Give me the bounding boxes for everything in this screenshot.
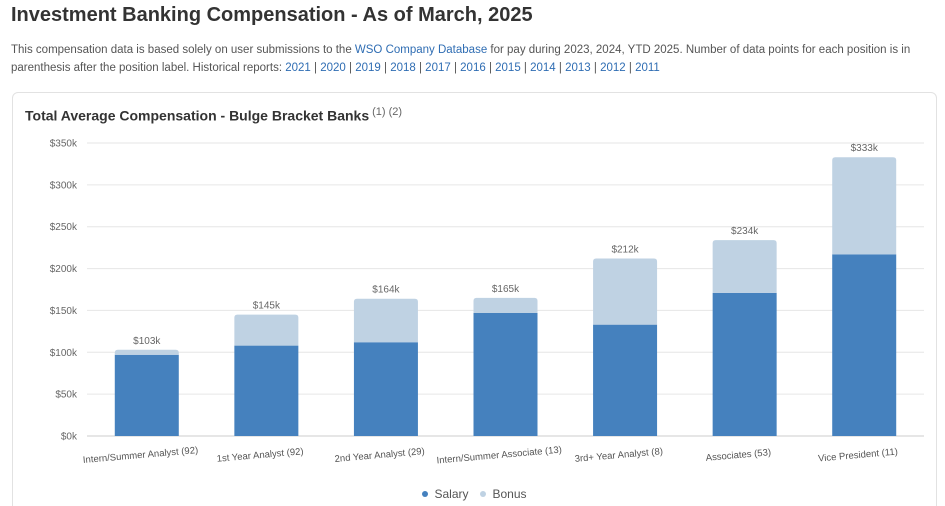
year-separator: | bbox=[345, 62, 356, 74]
description-text-end: for pay during 2023, 2024, YTD 2025. Num… bbox=[11, 44, 911, 74]
description: This compensation data is based solely o… bbox=[11, 41, 936, 77]
bar-total-label: $165k bbox=[492, 284, 520, 295]
y-tick-label: $250k bbox=[50, 222, 78, 233]
bar-total-label: $164k bbox=[372, 285, 400, 296]
x-category-label: 1st Year Analyst (92) bbox=[216, 446, 304, 465]
report-year-link-2018[interactable]: 2018 bbox=[390, 62, 416, 74]
year-separator: | bbox=[380, 62, 391, 74]
x-category-label: Intern/Summer Analyst (92) bbox=[82, 445, 198, 466]
year-separator: | bbox=[415, 62, 426, 74]
bar-salary-6 bbox=[712, 292, 777, 436]
bar-salary-1 bbox=[114, 354, 179, 436]
report-year-link-2013[interactable]: 2013 bbox=[565, 62, 591, 74]
report-year-link-2016[interactable]: 2016 bbox=[460, 62, 486, 74]
legend-label-salary: Salary bbox=[434, 487, 469, 501]
bar-salary-2 bbox=[234, 345, 299, 436]
bar-bonus-3 bbox=[353, 298, 418, 343]
legend-marker-bonus bbox=[480, 490, 487, 497]
x-category-label: Vice President (11) bbox=[818, 447, 899, 465]
bar-salary-3 bbox=[353, 342, 418, 436]
year-separator: | bbox=[520, 62, 531, 74]
year-separator: | bbox=[555, 62, 566, 74]
report-year-link-2014[interactable]: 2014 bbox=[530, 62, 556, 74]
x-category-label: 3rd+ Year Analyst (8) bbox=[574, 446, 663, 465]
bar-total-label: $103k bbox=[133, 336, 161, 347]
x-category-label: Intern/Summer Associate (13) bbox=[436, 445, 562, 467]
y-tick-label: $150k bbox=[50, 306, 78, 317]
y-tick-label: $0k bbox=[61, 432, 78, 443]
report-year-link-2012[interactable]: 2012 bbox=[600, 62, 626, 74]
legend-marker-salary bbox=[422, 490, 429, 497]
y-tick-label: $50k bbox=[55, 390, 78, 401]
bar-bonus-4 bbox=[473, 297, 538, 313]
legend-label-bonus: Bonus bbox=[492, 487, 527, 501]
report-year-link-2019[interactable]: 2019 bbox=[355, 62, 381, 74]
page-title: Investment Banking Compensation - As of … bbox=[11, 4, 533, 26]
y-tick-label: $350k bbox=[50, 139, 78, 150]
bar-bonus-5 bbox=[593, 258, 658, 325]
stacked-bar-chart: $0k $50k $100k $150k $200k $250k $300k $350k $10… bbox=[50, 139, 924, 467]
year-separator: | bbox=[485, 62, 496, 74]
bar-salary-7 bbox=[832, 254, 897, 436]
legend-item-bonus[interactable]: Bonus bbox=[480, 487, 527, 501]
bar-total-label: $333k bbox=[851, 143, 879, 154]
report-year-link-2020[interactable]: 2020 bbox=[320, 62, 346, 74]
report-year-link-2015[interactable]: 2015 bbox=[495, 62, 521, 74]
bar-salary-4 bbox=[473, 312, 538, 436]
year-separator: | bbox=[310, 62, 321, 74]
chart-card: Total Average Compensation - Bulge Brack… bbox=[12, 92, 937, 506]
y-tick-label: $200k bbox=[50, 264, 78, 275]
historical-reports-links: 2021 | 2020 | 2019 | 2018 | 2017 | 2016 … bbox=[285, 62, 660, 74]
bar-bonus-6 bbox=[712, 240, 777, 293]
legend-item-salary[interactable]: Salary bbox=[422, 487, 468, 501]
wso-company-database-link[interactable]: WSO Company Database bbox=[354, 44, 488, 56]
chart-legend: Salary Bonus bbox=[13, 487, 936, 501]
year-separator: | bbox=[625, 62, 636, 74]
chart-title: Total Average Compensation - Bulge Brack… bbox=[25, 106, 402, 124]
chart-title-text: Total Average Compensation - Bulge Brack… bbox=[25, 107, 370, 124]
x-category-label: Associates (53) bbox=[705, 447, 771, 464]
bar-total-label: $145k bbox=[253, 301, 281, 312]
bar-total-label: $212k bbox=[611, 245, 639, 256]
bar-bonus-2 bbox=[234, 314, 299, 346]
report-year-link-2021[interactable]: 2021 bbox=[285, 62, 311, 74]
chart-footnotes: (1) (2) bbox=[372, 106, 403, 118]
report-year-link-2017[interactable]: 2017 bbox=[425, 62, 451, 74]
bar-bonus-1 bbox=[114, 349, 179, 355]
x-category-label: 2nd Year Analyst (29) bbox=[334, 446, 425, 465]
y-tick-label: $100k bbox=[50, 348, 78, 359]
year-separator: | bbox=[450, 62, 461, 74]
bar-salary-5 bbox=[593, 324, 658, 436]
report-year-link-2011[interactable]: 2011 bbox=[635, 62, 660, 74]
year-separator: | bbox=[590, 62, 601, 74]
bar-total-label: $234k bbox=[731, 226, 759, 237]
y-tick-label: $300k bbox=[50, 180, 78, 191]
description-text-start: This compensation data is based solely o… bbox=[11, 44, 355, 56]
bar-bonus-7 bbox=[832, 157, 897, 255]
